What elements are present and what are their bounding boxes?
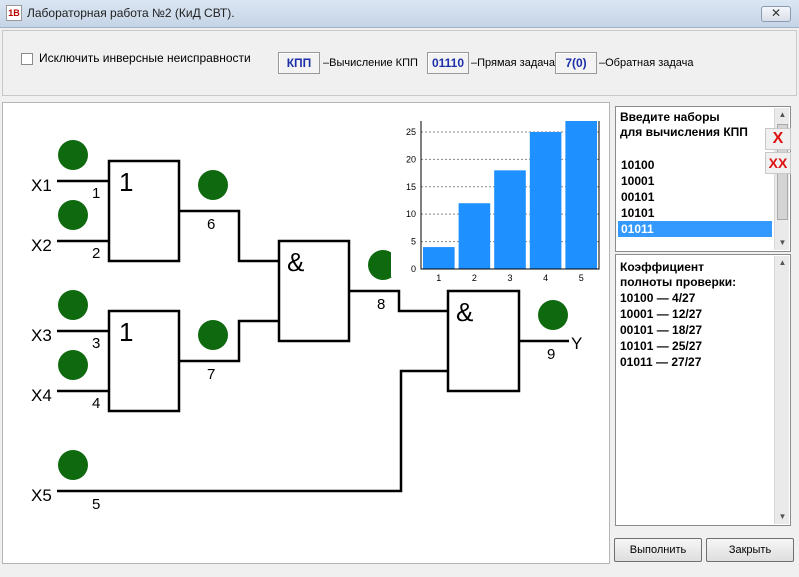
input-list-heading: Введите наборы для вычисления КПП: [620, 110, 770, 140]
result-line: 00101 — 18/27: [620, 323, 703, 337]
input-vector-item[interactable]: 10001: [621, 174, 655, 188]
chart-xtick-label: 4: [543, 273, 548, 283]
kpp-bar-chart: 0 5 10 15 20 25 1 2 3 4 5: [391, 117, 601, 283]
chart-ytick-label: 15: [406, 182, 416, 192]
wire-5: [57, 369, 448, 493]
window-title: Лабораторная работа №2 (КиД СВТ).: [27, 6, 235, 20]
direct-task-button[interactable]: 01110: [427, 52, 469, 74]
input-x2-label: X2: [31, 236, 52, 255]
inverse-task-label: –Обратная задача: [599, 57, 694, 69]
input-x1-label: X1: [31, 176, 52, 195]
input-vector-item[interactable]: 10100: [621, 158, 655, 172]
coverage-result-panel: Коэффициент полноты проверки: 10100 — 4/…: [615, 254, 791, 526]
indicator-x2: [58, 200, 88, 230]
wire-6: [179, 209, 279, 263]
input-list-heading-line2: для вычисления КПП: [620, 125, 748, 139]
wire-4-number: 4: [92, 395, 100, 412]
wire-5-number: 5: [92, 496, 100, 513]
indicator-7: [198, 320, 228, 350]
scroll-down-arrow-icon[interactable]: ▼: [778, 512, 787, 521]
wire-2-number: 2: [92, 245, 100, 262]
input-vector-item[interactable]: 00101: [621, 190, 655, 204]
indicator-8: [368, 250, 398, 280]
exclude-inverse-checkbox[interactable]: [21, 53, 33, 65]
result-line: 10100 — 4/27: [620, 291, 696, 305]
or-gate-1: [107, 159, 181, 263]
chart-xtick-label: 1: [436, 273, 441, 283]
wire-8: [349, 289, 448, 313]
scroll-up-arrow-icon[interactable]: ▲: [778, 258, 787, 267]
circuit-canvas: 1 1 & & X1 X2 X3 X4 X5 Y 1 2 3 4 5 6 7 8…: [2, 102, 610, 564]
and-gate-1: [277, 239, 351, 343]
input-vector-item-selected[interactable]: 01011: [618, 221, 772, 237]
input-vector-item[interactable]: 10101: [621, 206, 655, 220]
chart-ytick-label: 0: [411, 264, 416, 274]
chart-bar: [529, 131, 562, 269]
input-x3-label: X3: [31, 326, 52, 345]
chart-ytick-label: 10: [406, 209, 416, 219]
output-y-label: Y: [571, 334, 582, 353]
circuit-diagram: 1 1 & & X1 X2 X3 X4 X5 Y 1 2 3 4 5 6 7 8…: [31, 117, 601, 513]
input-list-heading-line1: Введите наборы: [620, 110, 720, 124]
indicator-x4: [58, 350, 88, 380]
chart-xtick-label: 3: [507, 273, 512, 283]
kpp-button[interactable]: КПП: [278, 52, 320, 74]
wire-8-number: 8: [377, 296, 385, 313]
inverse-task-button[interactable]: 7(0): [555, 52, 597, 74]
chart-xtick-label: 5: [579, 273, 584, 283]
wire-3-number: 3: [92, 335, 100, 352]
run-button[interactable]: Выполнить: [614, 538, 702, 562]
wire-7-number: 7: [207, 366, 215, 383]
title-bar: 1B Лабораторная работа №2 (КиД СВТ). ✕: [0, 0, 799, 28]
app-icon: 1B: [6, 5, 22, 21]
indicator-6: [198, 170, 228, 200]
result-line: 01011 — 27/27: [620, 355, 702, 369]
exclude-inverse-label[interactable]: Исключить инверсные неисправности: [39, 51, 251, 65]
or-gate-2-label: 1: [119, 317, 133, 347]
window-close-button[interactable]: ✕: [761, 6, 791, 22]
chart-bar: [423, 247, 455, 269]
chart-bar: [565, 121, 597, 269]
toolbar: Исключить инверсные неисправности КПП –В…: [2, 30, 797, 96]
chart-axis-frame: [420, 121, 600, 270]
chart-ytick-label: 5: [411, 237, 416, 247]
result-heading-line2: полноты проверки:: [620, 275, 737, 289]
chart-bar: [458, 203, 491, 269]
result-heading-line1: Коэффициент: [620, 260, 705, 274]
wire-6-number: 6: [207, 216, 215, 233]
or-gate-2: [107, 309, 181, 413]
chart-ytick-label: 25: [406, 127, 416, 137]
or-gate-1-label: 1: [119, 167, 133, 197]
delete-all-vectors-button[interactable]: XX: [765, 152, 791, 174]
and-gate-2: [446, 289, 521, 393]
input-x4-label: X4: [31, 386, 52, 405]
wire-9-number: 9: [547, 346, 555, 363]
indicator-x1: [58, 140, 88, 170]
result-heading: Коэффициент полноты проверки:: [620, 260, 775, 290]
scroll-up-arrow-icon[interactable]: ▲: [778, 110, 787, 119]
chart-xtick-label: 2: [472, 273, 477, 283]
wire-7: [179, 319, 279, 363]
close-button[interactable]: Закрыть: [706, 538, 794, 562]
result-line: 10101 — 25/27: [620, 339, 703, 353]
scroll-down-arrow-icon[interactable]: ▼: [778, 238, 787, 247]
kpp-label: –Вычисление КПП: [323, 57, 418, 69]
wire-1-number: 1: [92, 185, 100, 202]
direct-task-label: –Прямая задача: [471, 57, 555, 69]
indicator-x5: [58, 450, 88, 480]
delete-vector-button[interactable]: X: [765, 128, 791, 150]
and-gate-2-label: &: [456, 297, 473, 327]
and-gate-1-label: &: [287, 247, 304, 277]
chart-ytick-label: 20: [406, 154, 416, 164]
indicator-x3: [58, 290, 88, 320]
chart-bar: [494, 170, 526, 269]
indicator-9: [538, 300, 568, 330]
result-scrollbar[interactable]: ▲ ▼: [774, 256, 789, 524]
result-line: 10001 — 12/27: [620, 307, 703, 321]
input-x5-label: X5: [31, 486, 52, 505]
